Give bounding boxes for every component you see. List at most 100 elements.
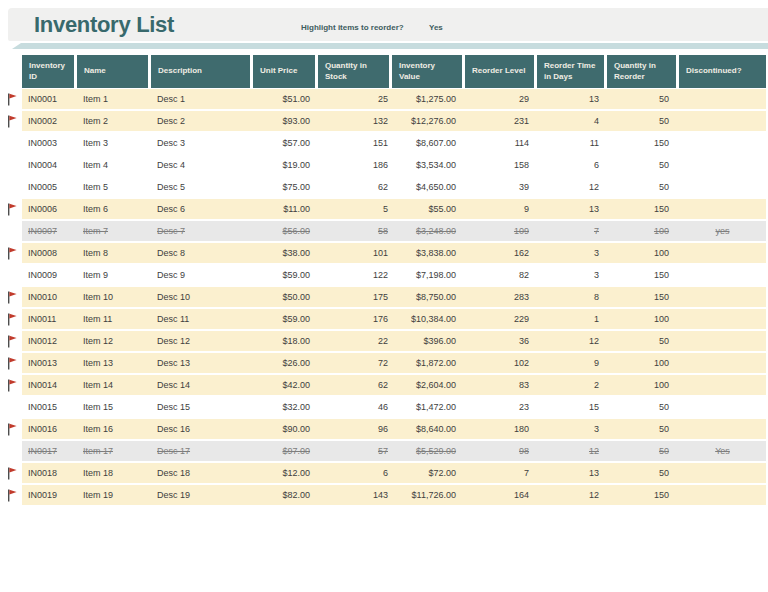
cell-reorder-level[interactable]: 162 xyxy=(465,243,537,265)
cell-quantity-in-stock[interactable]: 72 xyxy=(318,353,392,375)
cell-inventory-value[interactable]: $72.00 xyxy=(392,463,465,485)
cell-quantity-in-reorder[interactable]: 50 xyxy=(607,441,679,463)
cell-unit-price[interactable]: $12.00 xyxy=(253,463,318,485)
cell-description[interactable]: Desc 3 xyxy=(151,133,253,155)
cell-discontinued[interactable] xyxy=(679,309,766,331)
cell-reorder-time-in-days[interactable]: 13 xyxy=(537,199,607,221)
cell-name[interactable]: Item 2 xyxy=(77,111,151,133)
cell-discontinued[interactable]: yes xyxy=(679,221,766,243)
cell-description[interactable]: Desc 5 xyxy=(151,177,253,199)
cell-discontinued[interactable] xyxy=(679,243,766,265)
cell-quantity-in-stock[interactable]: 186 xyxy=(318,155,392,177)
cell-reorder-level[interactable]: 109 xyxy=(465,221,537,243)
cell-quantity-in-stock[interactable]: 57 xyxy=(318,441,392,463)
cell-name[interactable]: Item 8 xyxy=(77,243,151,265)
cell-reorder-time-in-days[interactable]: 1 xyxy=(537,309,607,331)
cell-unit-price[interactable]: $82.00 xyxy=(253,485,318,507)
cell-quantity-in-stock[interactable]: 46 xyxy=(318,397,392,419)
cell-discontinued[interactable] xyxy=(679,265,766,287)
cell-unit-price[interactable]: $97.00 xyxy=(253,441,318,463)
cell-unit-price[interactable]: $38.00 xyxy=(253,243,318,265)
cell-quantity-in-reorder[interactable]: 100 xyxy=(607,243,679,265)
cell-inventory-id[interactable]: IN0018 xyxy=(22,463,77,485)
cell-unit-price[interactable]: $56.00 xyxy=(253,221,318,243)
cell-discontinued[interactable] xyxy=(679,397,766,419)
cell-inventory-value[interactable]: $11,726.00 xyxy=(392,485,465,507)
cell-name[interactable]: Item 13 xyxy=(77,353,151,375)
cell-name[interactable]: Item 1 xyxy=(77,89,151,111)
cell-quantity-in-stock[interactable]: 96 xyxy=(318,419,392,441)
cell-discontinued[interactable] xyxy=(679,111,766,133)
cell-quantity-in-reorder[interactable]: 50 xyxy=(607,89,679,111)
cell-inventory-value[interactable]: $7,198.00 xyxy=(392,265,465,287)
cell-unit-price[interactable]: $42.00 xyxy=(253,375,318,397)
reorder-toggle-value[interactable]: Yes xyxy=(429,23,443,32)
cell-discontinued[interactable] xyxy=(679,199,766,221)
cell-quantity-in-stock[interactable]: 25 xyxy=(318,89,392,111)
cell-description[interactable]: Desc 9 xyxy=(151,265,253,287)
cell-quantity-in-stock[interactable]: 22 xyxy=(318,331,392,353)
cell-inventory-id[interactable]: IN0013 xyxy=(22,353,77,375)
cell-quantity-in-stock[interactable]: 6 xyxy=(318,463,392,485)
cell-reorder-level[interactable]: 114 xyxy=(465,133,537,155)
column-header-unit-price[interactable]: Unit Price xyxy=(253,55,318,88)
cell-reorder-time-in-days[interactable]: 6 xyxy=(537,155,607,177)
cell-reorder-level[interactable]: 102 xyxy=(465,353,537,375)
column-header-name[interactable]: Name xyxy=(77,55,151,88)
cell-quantity-in-stock[interactable]: 175 xyxy=(318,287,392,309)
cell-description[interactable]: Desc 7 xyxy=(151,221,253,243)
cell-inventory-value[interactable]: $8,750.00 xyxy=(392,287,465,309)
cell-inventory-id[interactable]: IN0008 xyxy=(22,243,77,265)
cell-reorder-time-in-days[interactable]: 4 xyxy=(537,111,607,133)
cell-quantity-in-reorder[interactable]: 150 xyxy=(607,133,679,155)
cell-quantity-in-reorder[interactable]: 50 xyxy=(607,463,679,485)
cell-quantity-in-stock[interactable]: 176 xyxy=(318,309,392,331)
cell-inventory-id[interactable]: IN0012 xyxy=(22,331,77,353)
cell-quantity-in-stock[interactable]: 62 xyxy=(318,375,392,397)
cell-discontinued[interactable] xyxy=(679,419,766,441)
cell-reorder-time-in-days[interactable]: 13 xyxy=(537,463,607,485)
cell-reorder-level[interactable]: 82 xyxy=(465,265,537,287)
cell-description[interactable]: Desc 6 xyxy=(151,199,253,221)
cell-quantity-in-reorder[interactable]: 50 xyxy=(607,331,679,353)
cell-quantity-in-stock[interactable]: 101 xyxy=(318,243,392,265)
cell-quantity-in-reorder[interactable]: 50 xyxy=(607,419,679,441)
cell-unit-price[interactable]: $11.00 xyxy=(253,199,318,221)
cell-inventory-value[interactable]: $3,534.00 xyxy=(392,155,465,177)
cell-description[interactable]: Desc 2 xyxy=(151,111,253,133)
cell-name[interactable]: Item 16 xyxy=(77,419,151,441)
cell-name[interactable]: Item 19 xyxy=(77,485,151,507)
cell-unit-price[interactable]: $59.00 xyxy=(253,309,318,331)
cell-inventory-id[interactable]: IN0011 xyxy=(22,309,77,331)
cell-description[interactable]: Desc 1 xyxy=(151,89,253,111)
cell-name[interactable]: Item 11 xyxy=(77,309,151,331)
cell-discontinued[interactable] xyxy=(679,331,766,353)
cell-reorder-time-in-days[interactable]: 12 xyxy=(537,485,607,507)
cell-unit-price[interactable]: $32.00 xyxy=(253,397,318,419)
cell-unit-price[interactable]: $26.00 xyxy=(253,353,318,375)
cell-inventory-id[interactable]: IN0006 xyxy=(22,199,77,221)
cell-description[interactable]: Desc 12 xyxy=(151,331,253,353)
cell-discontinued[interactable] xyxy=(679,463,766,485)
cell-discontinued[interactable] xyxy=(679,485,766,507)
cell-discontinued[interactable] xyxy=(679,375,766,397)
cell-inventory-id[interactable]: IN0004 xyxy=(22,155,77,177)
cell-unit-price[interactable]: $50.00 xyxy=(253,287,318,309)
cell-reorder-level[interactable]: 39 xyxy=(465,177,537,199)
cell-quantity-in-reorder[interactable]: 50 xyxy=(607,397,679,419)
cell-name[interactable]: Item 18 xyxy=(77,463,151,485)
cell-quantity-in-reorder[interactable]: 50 xyxy=(607,155,679,177)
cell-unit-price[interactable]: $18.00 xyxy=(253,331,318,353)
cell-description[interactable]: Desc 15 xyxy=(151,397,253,419)
cell-reorder-level[interactable]: 7 xyxy=(465,463,537,485)
cell-inventory-value[interactable]: $3,248.00 xyxy=(392,221,465,243)
cell-reorder-time-in-days[interactable]: 2 xyxy=(537,375,607,397)
column-header-description[interactable]: Description xyxy=(151,55,253,88)
cell-reorder-time-in-days[interactable]: 3 xyxy=(537,243,607,265)
cell-reorder-time-in-days[interactable]: 12 xyxy=(537,177,607,199)
cell-inventory-value[interactable]: $1,472.00 xyxy=(392,397,465,419)
cell-quantity-in-reorder[interactable]: 100 xyxy=(607,309,679,331)
cell-inventory-id[interactable]: IN0009 xyxy=(22,265,77,287)
cell-inventory-id[interactable]: IN0005 xyxy=(22,177,77,199)
cell-reorder-time-in-days[interactable]: 13 xyxy=(537,89,607,111)
